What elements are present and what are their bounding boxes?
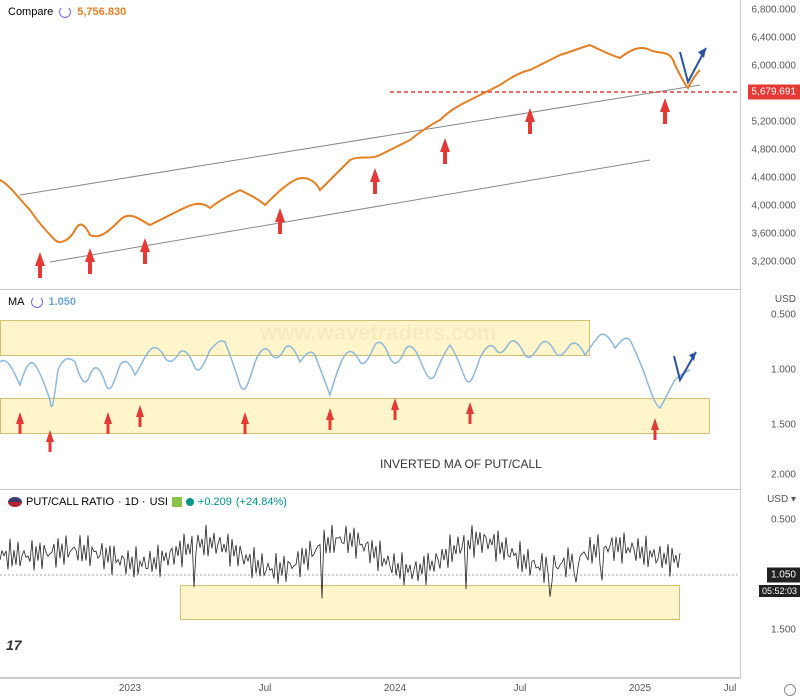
price-panel: Compare 5,756.830 [0, 0, 740, 290]
tv-logo-icon: 17 [6, 637, 22, 653]
refresh-icon[interactable] [59, 6, 71, 18]
refresh-icon[interactable] [31, 296, 43, 308]
k-icon [172, 497, 182, 507]
compare-value: 5,756.830 [77, 6, 126, 18]
panel2-title: MA 1.050 [8, 296, 76, 308]
x-axis: 2023Jul2024Jul2025Jul [0, 678, 740, 700]
compare-label: Compare [8, 6, 53, 18]
price-tag-pc: 1.050 [767, 568, 800, 583]
usd-label[interactable]: USD ▾ [767, 494, 796, 505]
ma-chart-svg [0, 290, 740, 490]
usd-label: USD [775, 294, 796, 305]
change-pct: (+24.84%) [236, 496, 287, 508]
tf-label: · 1D · [118, 496, 146, 508]
us-flag-icon [8, 497, 22, 507]
ma-panel: MA 1.050 www.wavetraders.com INVERTED MA… [0, 290, 740, 490]
settings-icon[interactable] [784, 684, 796, 696]
putcall-chart-svg [0, 490, 740, 650]
exch-label: USI [150, 496, 168, 508]
panel3-y-axis: USD ▾ 0.5001.0001.500 1.050 05:52:03 [740, 490, 800, 678]
status-dot-icon [186, 498, 194, 506]
timer-label: 05:52:03 [759, 585, 800, 597]
change-val: +0.209 [198, 496, 232, 508]
annotation-text: INVERTED MA OF PUT/CALL [380, 457, 542, 471]
putcall-panel: PUT/CALL RATIO · 1D · USI +0.209 (+24.84… [0, 490, 740, 678]
panel3-title: PUT/CALL RATIO · 1D · USI +0.209 (+24.84… [8, 496, 287, 508]
ma-value: 1.050 [49, 296, 77, 308]
panel1-title: Compare 5,756.830 [8, 6, 126, 18]
price-tag-current: 5,679.691 [748, 85, 800, 100]
panel2-y-axis: USD 0.5001.0001.5002.000 [740, 290, 800, 490]
ma-label: MA [8, 296, 25, 308]
price-chart-svg [0, 0, 740, 290]
panel1-y-axis: 6,800.0006,400.0006,000.0005,600.0005,20… [740, 0, 800, 290]
symbol-label: PUT/CALL RATIO [26, 496, 114, 508]
